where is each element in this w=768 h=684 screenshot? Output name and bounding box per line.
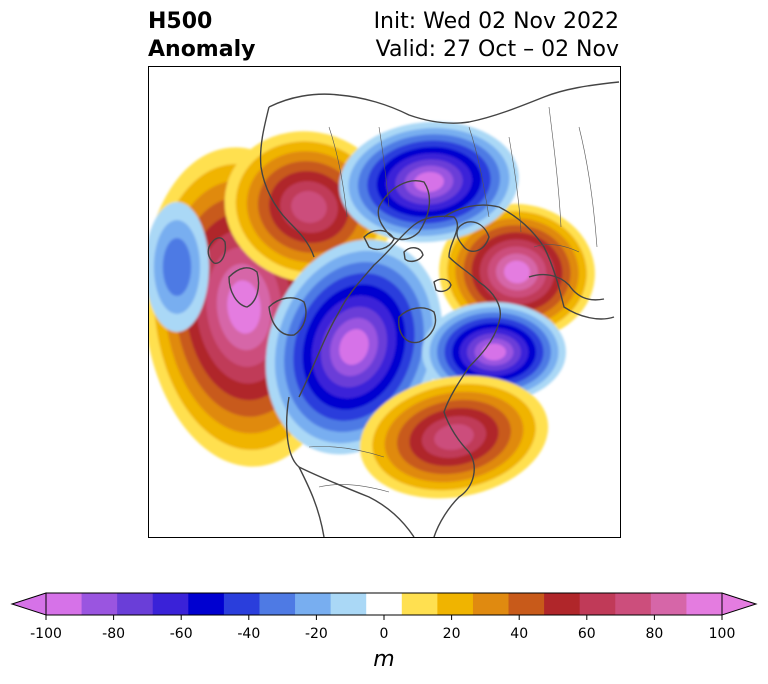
anomaly-contour [482,343,506,361]
north-america-coast [298,215,501,537]
colorbar-cell [188,593,225,615]
colorbar-tick-label: -40 [237,626,260,642]
coastlines [207,81,620,537]
alaska-coast [268,297,307,336]
colorbar-cell [686,593,723,615]
anomaly-contour [291,191,327,223]
colorbar-cell [615,593,652,615]
mediterranean-coast [528,273,605,301]
title-line-1: H500 [148,9,213,34]
anomaly-contour [162,238,192,296]
siberia-coast [259,106,315,258]
colorbar-cell [117,593,154,615]
colorbar-cell [544,593,581,615]
colorbar-tick-label: -80 [102,626,125,642]
anomaly-contour [339,329,369,365]
west-coast [286,396,325,537]
political-borders [308,106,598,493]
colorbar-extend-high [721,592,758,616]
map-title: H500 Anomaly [148,8,255,64]
anomaly-contour [434,424,474,450]
init-time: Init: Wed 02 Nov 2022 [373,9,619,34]
anomaly-contour [227,280,261,334]
colorbar-extend-low [10,592,47,616]
colorbar-tick-label: 60 [578,626,596,642]
colorbar-tick-label: -60 [170,626,193,642]
colorbar-tick-label: 40 [510,626,528,642]
negative-anomaly-center [265,239,443,455]
colorbar-cell [401,593,438,615]
colorbar-cell [152,593,189,615]
colorbar-cell [650,593,687,615]
asia-coast [268,81,620,124]
colorbar: -100 -80 -60 -40 -20 0 20 40 60 80 100 [10,592,758,642]
scandinavia-coast [456,221,490,253]
colorbar-tick-label: 80 [645,626,663,642]
gulf-coast [298,466,415,537]
colorbar-tick-label: 100 [709,626,736,642]
colorbar-unit: m [373,647,395,672]
colorbar-tick-label: -20 [305,626,328,642]
colorbar-cell [295,593,332,615]
iceland-coast [433,278,452,293]
negative-anomaly-center [149,202,209,332]
colorbar-cell [508,593,545,615]
positive-anomaly-center [359,375,549,499]
hudson-bay-coast [398,307,437,344]
japan-coast [207,237,227,264]
positive-anomaly-center [439,203,595,341]
anomaly-map [148,66,621,538]
colorbar-cell [223,593,260,615]
map-subtitle: Init: Wed 02 Nov 2022 Valid: 27 Oct – 02… [374,8,619,64]
colorbar-tick-label: -100 [30,626,62,642]
colorbar-tick-label: 20 [443,626,461,642]
colorbar-cell [366,593,403,615]
colorbar-cell [259,593,296,615]
valid-period: Valid: 27 Oct – 02 Nov [375,37,619,62]
anomaly-contour [504,260,530,284]
colorbar-cell [437,593,474,615]
colorbar-cell [472,593,510,615]
kamchatka-coast [228,267,260,308]
greenland-coast [377,180,431,241]
colorbar-cell [579,593,616,615]
title-line-2: Anomaly [148,37,256,62]
colorbar-cell [330,593,367,615]
negative-anomaly-center [339,121,519,243]
colorbar-cell [81,593,118,615]
arctic-islands [363,229,424,263]
anomaly-contour [414,171,444,193]
colorbar-tick-label: 0 [380,626,389,642]
colorbar-cell [46,593,83,615]
map-canvas [149,81,620,537]
europe-coast [443,204,615,320]
